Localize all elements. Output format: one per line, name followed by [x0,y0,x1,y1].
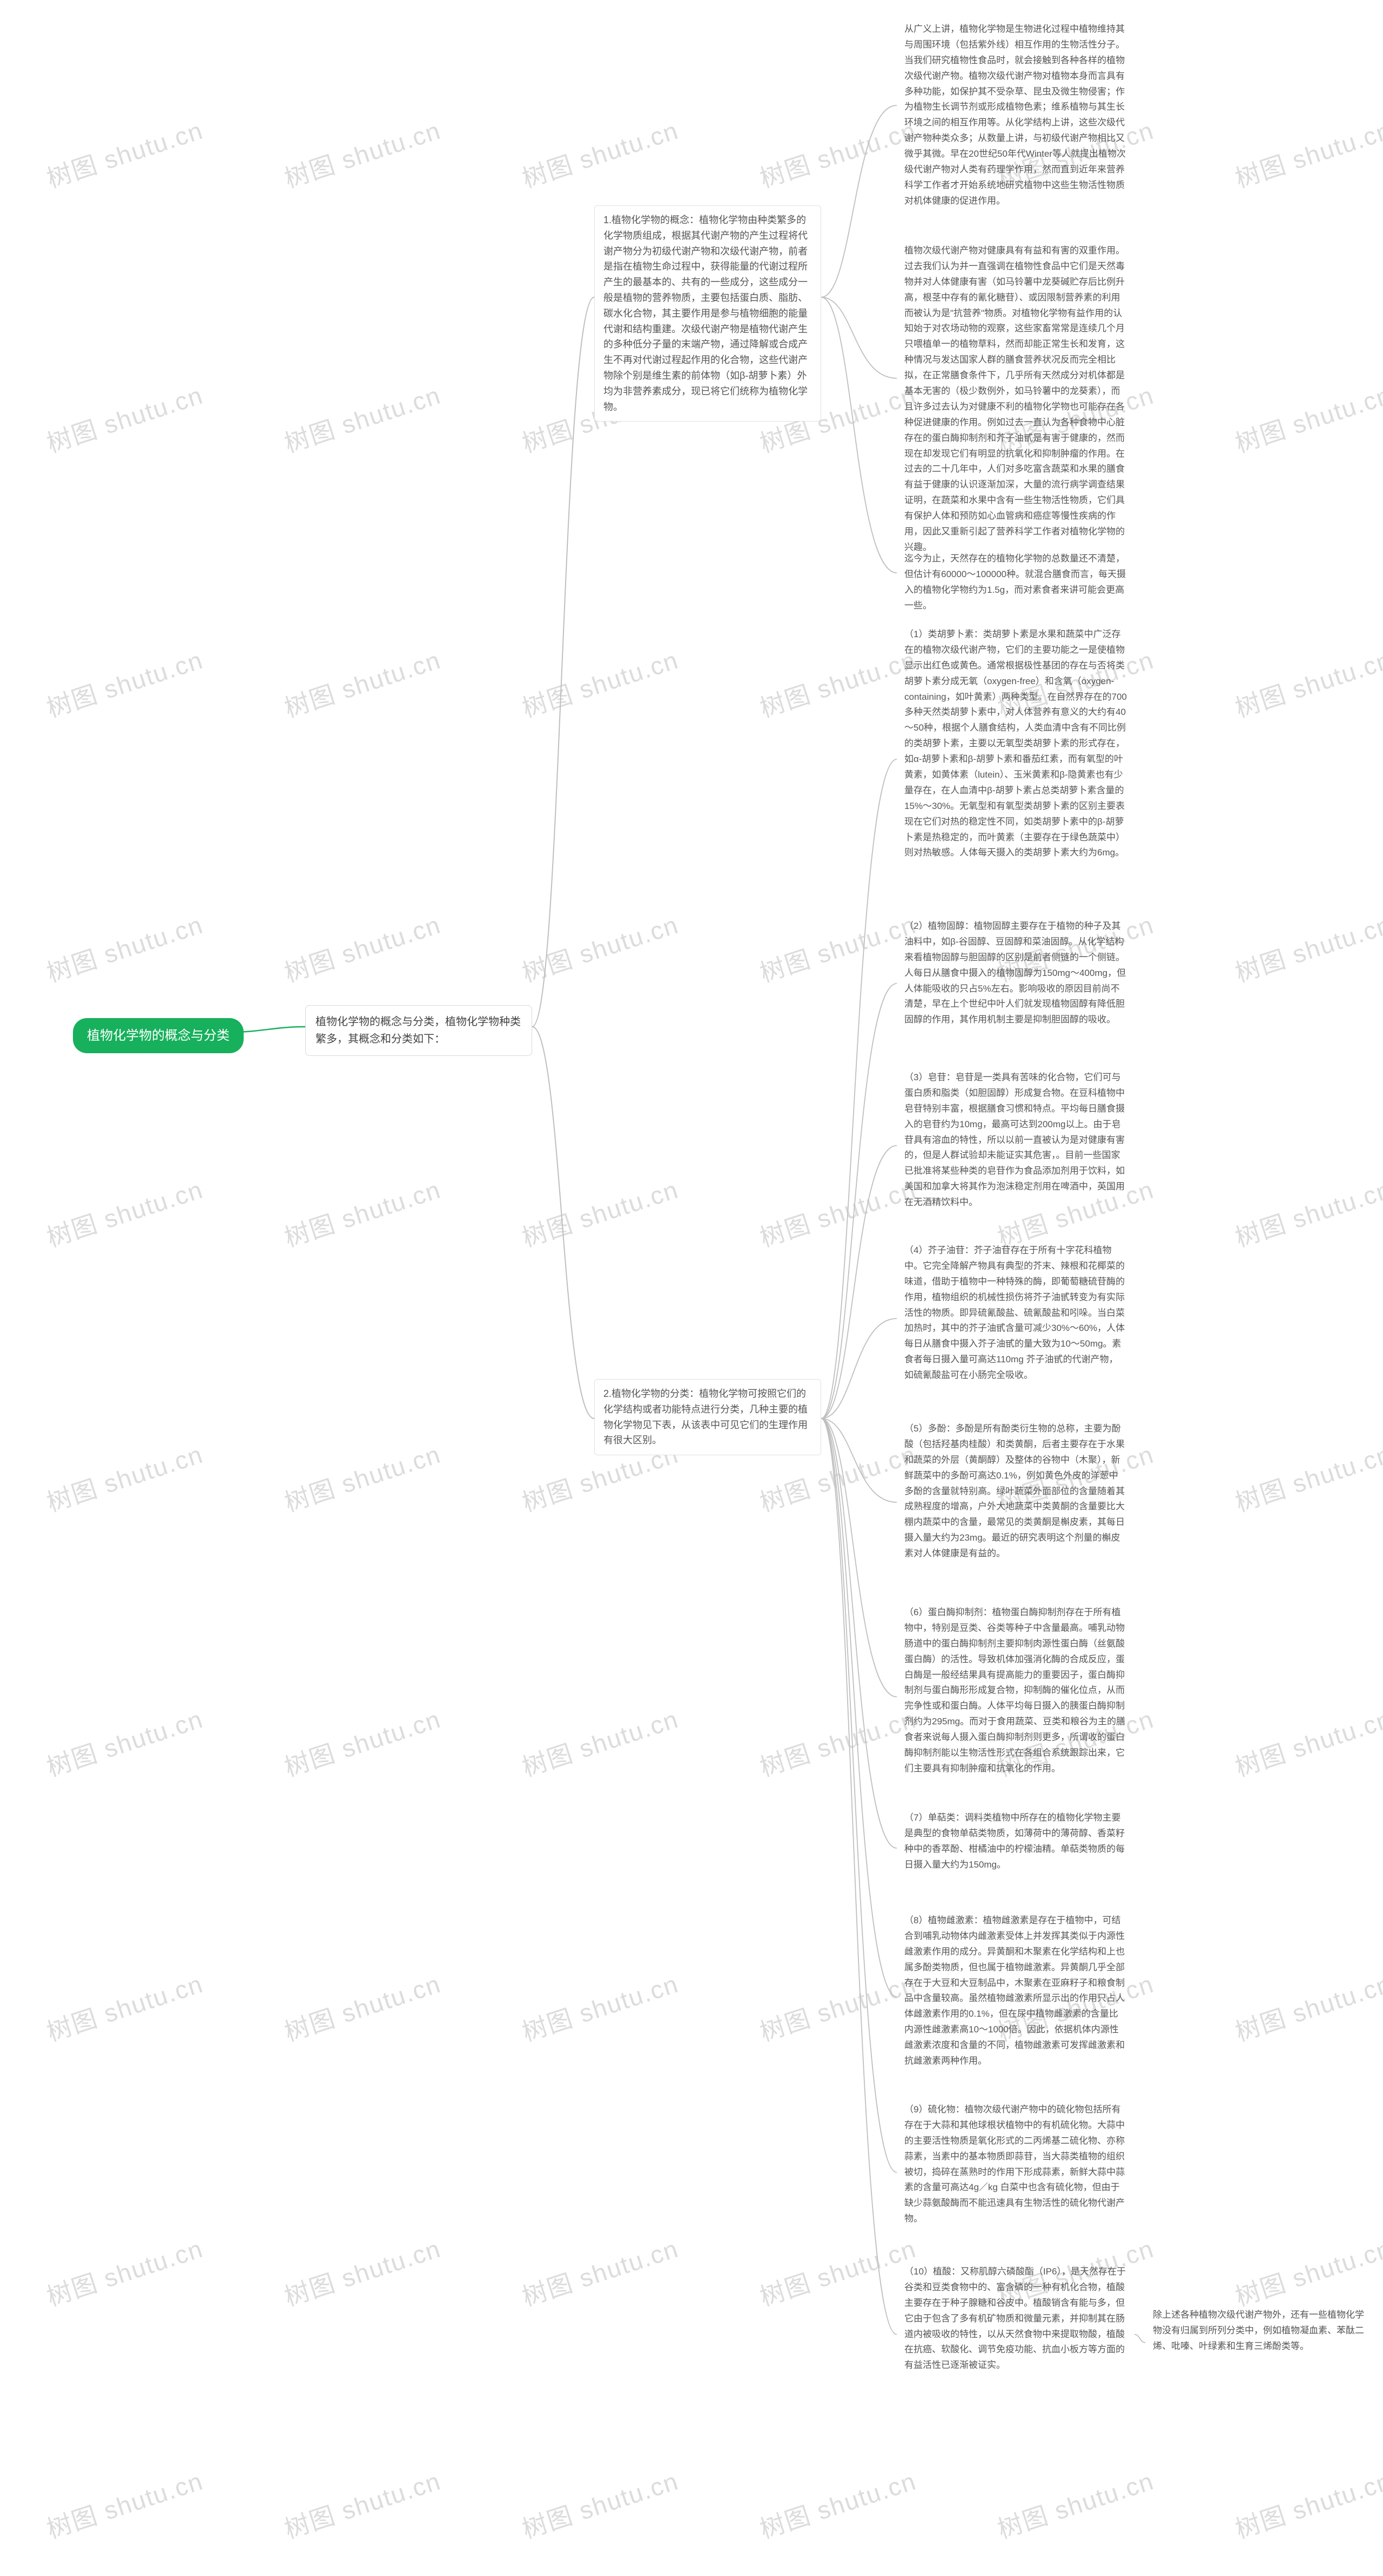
watermark-text: 树图 shutu.cn [1230,376,1383,460]
b2-leaf-2: （2）植物固醇：植物固醇主要存在于植物的种子及其油料中，如β-谷固醇、豆固醇和菜… [897,913,1134,1033]
root-node[interactable]: 植物化学物的概念与分类 [73,1018,244,1053]
watermark-text: 树图 shutu.cn [279,1700,445,1784]
branch1-label: 1.植物化学物的概念：植物化学物由种类繁多的化学物质组成，根据其代谢产物的产生过… [603,215,808,412]
b2-leaf-10-text: （10）植酸：又称肌醇六磷酸酯（IP6），是天然存在于谷类和豆类食物中的、富含磷… [904,2266,1126,2370]
watermark-text: 树图 shutu.cn [517,905,682,989]
watermark-text: 树图 shutu.cn [1230,640,1383,725]
b2-leaf-1-text: （1）类胡萝卜素：类胡萝卜素是水果和蔬菜中广泛存在的植物次级代谢产物，它们的主要… [904,629,1127,858]
watermark-text: 树图 shutu.cn [42,640,207,725]
b2-leaf-4-text: （4）芥子油苷：芥子油苷存在于所有十字花科植物中。它完全降解产物具有典型的芥末、… [904,1245,1125,1380]
watermark-text: 树图 shutu.cn [279,376,445,460]
right-extra-leaf: 除上述各种植物次级代谢产物外，还有一些植物化学物没有归属到所列分类中，例如植物凝… [1145,2302,1378,2360]
b2-leaf-1: （1）类胡萝卜素：类胡萝卜素是水果和蔬菜中广泛存在的植物次级代谢产物，它们的主要… [897,621,1134,866]
watermark-text: 树图 shutu.cn [1230,111,1383,195]
watermark-text: 树图 shutu.cn [1230,1964,1383,2049]
watermark-text: 树图 shutu.cn [279,2229,445,2313]
b2-leaf-5: （5）多酚：多酚是所有酚类衍生物的总称，主要为酚酸（包括羟基肉桂酸）和类黄酮，后… [897,1416,1134,1567]
watermark-text: 树图 shutu.cn [42,376,207,460]
b2-leaf-9: （9）硫化物：植物次级代谢产物中的硫化物包括所有存在于大蒜和其他球根状植物中的有… [897,2097,1134,2232]
root-label: 植物化学物的概念与分类 [87,1028,230,1043]
watermark-text: 树图 shutu.cn [517,1964,682,2049]
b1-leaf-1-text: 从广义上讲，植物化学物是生物进化过程中植物维持其与周围环境（包括紫外线）相互作用… [904,24,1126,206]
b2-leaf-6-text: （6）蛋白酶抑制剂：植物蛋白酶抑制剂存在于所有植物中，特别是豆类、谷类等种子中含… [904,1607,1125,1774]
watermark-text: 树图 shutu.cn [42,1435,207,1519]
b2-leaf-4: （4）芥子油苷：芥子油苷存在于所有十字花科植物中。它完全降解产物具有典型的芥末、… [897,1237,1134,1389]
branch2-label: 2.植物化学物的分类：植物化学物可按照它们的化学结构或者功能特点进行分类，几种主… [603,1388,808,1446]
b1-leaf-3: 迄今为止，天然存在的植物化学物的总数量还不清楚，但估计有60000～100000… [897,546,1134,619]
b2-leaf-3-text: （3）皂苷：皂苷是一类具有苦味的化合物，它们可与蛋白质和脂类（如胆固醇）形成复合… [904,1072,1125,1207]
watermark-text: 树图 shutu.cn [279,2461,445,2546]
branch2-node[interactable]: 2.植物化学物的分类：植物化学物可按照它们的化学结构或者功能特点进行分类，几种主… [594,1379,821,1455]
watermark-text: 树图 shutu.cn [517,640,682,725]
watermark-text: 树图 shutu.cn [42,905,207,989]
watermark-text: 树图 shutu.cn [517,111,682,195]
watermark-text: 树图 shutu.cn [755,905,920,989]
level2-node[interactable]: 植物化学物的概念与分类，植物化学物种类繁多，其概念和分类如下： [305,1005,532,1056]
watermark-text: 树图 shutu.cn [755,1700,920,1784]
watermark-text: 树图 shutu.cn [279,1435,445,1519]
watermark-text: 树图 shutu.cn [992,2461,1158,2546]
branch1-node[interactable]: 1.植物化学物的概念：植物化学物由种类繁多的化学物质组成，根据其代谢产物的产生过… [594,205,821,421]
mindmap-container: 树图 shutu.cn 树图 shutu.cn 树图 shutu.cn 树图 shut… [0,0,1383,2576]
b2-leaf-7-text: （7）单萜类：调料类植物中所存在的植物化学物主要是典型的食物单萜类物质，如薄荷中… [904,1812,1125,1870]
b2-leaf-6: （6）蛋白酶抑制剂：植物蛋白酶抑制剂存在于所有植物中，特别是豆类、谷类等种子中含… [897,1600,1134,1782]
watermark-text: 树图 shutu.cn [517,2229,682,2313]
b1-leaf-2: 植物次级代谢产物对健康具有有益和有害的双重作用。过去我们认为并一直强调在植物性食… [897,238,1134,561]
watermark-text: 树图 shutu.cn [1230,905,1383,989]
watermark-text: 树图 shutu.cn [1230,1435,1383,1519]
b2-leaf-5-text: （5）多酚：多酚是所有酚类衍生物的总称，主要为酚酸（包括羟基肉桂酸）和类黄酮，后… [904,1423,1125,1558]
b1-leaf-1: 从广义上讲，植物化学物是生物进化过程中植物维持其与周围环境（包括紫外线）相互作用… [897,16,1134,215]
watermark-text: 树图 shutu.cn [1230,1170,1383,1254]
watermark-text: 树图 shutu.cn [279,905,445,989]
watermark-text: 树图 shutu.cn [755,111,920,195]
watermark-text: 树图 shutu.cn [755,640,920,725]
watermark-text: 树图 shutu.cn [279,1964,445,2049]
watermark-text: 树图 shutu.cn [1230,2461,1383,2546]
watermark-text: 树图 shutu.cn [755,2461,920,2546]
watermark-text: 树图 shutu.cn [42,2461,207,2546]
b2-leaf-9-text: （9）硫化物：植物次级代谢产物中的硫化物包括所有存在于大蒜和其他球根状植物中的有… [904,2104,1125,2224]
watermark-text: 树图 shutu.cn [279,640,445,725]
b2-leaf-3: （3）皂苷：皂苷是一类具有苦味的化合物，它们可与蛋白质和脂类（如胆固醇）形成复合… [897,1065,1134,1216]
b2-leaf-8: （8）植物雌激素：植物雌激素是存在于植物中，可结合到哺乳动物体内雌激素受体上并发… [897,1908,1134,2075]
watermark-text: 树图 shutu.cn [279,1170,445,1254]
b2-leaf-2-text: （2）植物固醇：植物固醇主要存在于植物的种子及其油料中，如β-谷固醇、豆固醇和菜… [904,921,1126,1025]
b2-leaf-7: （7）单萜类：调料类植物中所存在的植物化学物主要是典型的食物单萜类物质，如薄荷中… [897,1805,1134,1878]
watermark-text: 树图 shutu.cn [42,1170,207,1254]
right-extra-text: 除上述各种植物次级代谢产物外，还有一些植物化学物没有归属到所列分类中，例如植物凝… [1153,2310,1364,2351]
watermark-text: 树图 shutu.cn [517,1170,682,1254]
watermark-text: 树图 shutu.cn [755,1170,920,1254]
watermark-text: 树图 shutu.cn [517,1700,682,1784]
b2-leaf-10: （10）植酸：又称肌醇六磷酸酯（IP6），是天然存在于谷类和豆类食物中的、富含磷… [897,2259,1134,2379]
b1-leaf-2-text: 植物次级代谢产物对健康具有有益和有害的双重作用。过去我们认为并一直强调在植物性食… [904,245,1125,552]
watermark-text: 树图 shutu.cn [42,111,207,195]
b1-leaf-3-text: 迄今为止，天然存在的植物化学物的总数量还不清楚，但估计有60000～100000… [904,553,1126,611]
b2-leaf-8-text: （8）植物雌激素：植物雌激素是存在于植物中，可结合到哺乳动物体内雌激素受体上并发… [904,1915,1125,2066]
watermark-text: 树图 shutu.cn [517,2461,682,2546]
watermark-text: 树图 shutu.cn [1230,1700,1383,1784]
watermark-text: 树图 shutu.cn [755,1964,920,2049]
watermark-text: 树图 shutu.cn [279,111,445,195]
watermark-text: 树图 shutu.cn [42,2229,207,2313]
level2-label: 植物化学物的概念与分类，植物化学物种类繁多，其概念和分类如下： [315,1016,521,1045]
watermark-text: 树图 shutu.cn [42,1700,207,1784]
watermark-text: 树图 shutu.cn [755,2229,920,2313]
watermark-text: 树图 shutu.cn [1230,2229,1383,2313]
watermark-text: 树图 shutu.cn [42,1964,207,2049]
